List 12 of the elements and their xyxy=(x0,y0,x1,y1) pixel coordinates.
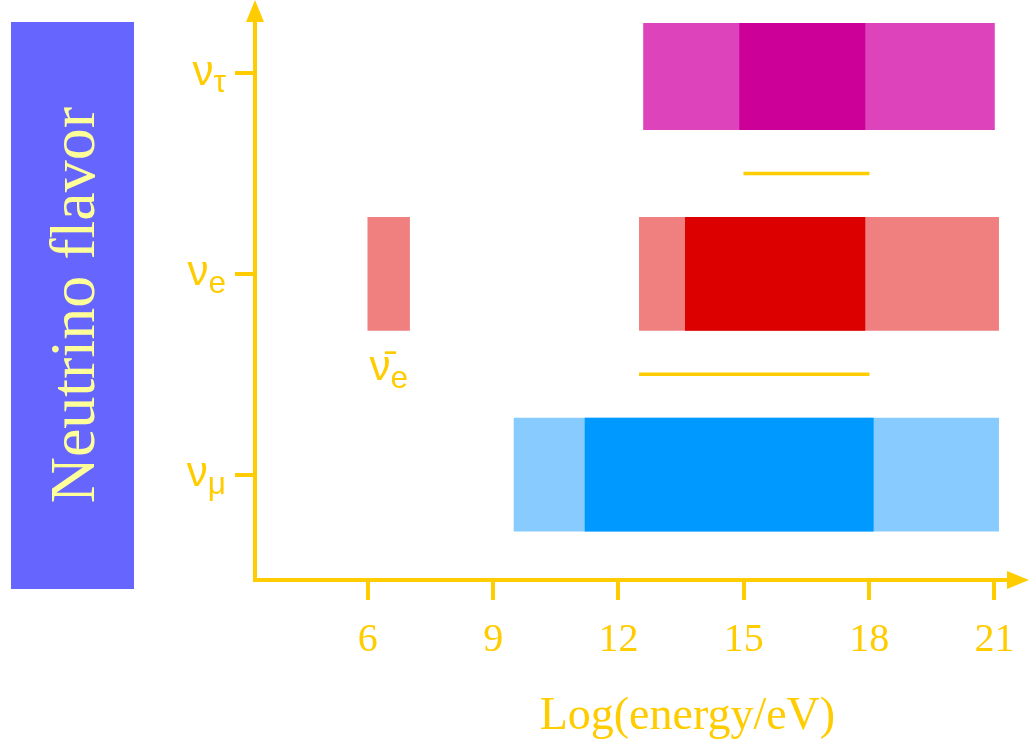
x-axis-title: Log(energy/eV) xyxy=(539,688,836,740)
x-tick-label: 15 xyxy=(723,614,764,660)
x-tick-label: 18 xyxy=(849,614,890,660)
bar xyxy=(684,217,866,331)
x-tick-label: 12 xyxy=(598,614,639,660)
x-tick-label: 6 xyxy=(357,614,378,660)
bar xyxy=(639,372,870,377)
y-axis-title: Neutrino flavor xyxy=(35,107,109,504)
x-tick-label: 9 xyxy=(483,614,504,660)
bar xyxy=(584,417,874,532)
bar xyxy=(367,217,410,331)
x-tick-label: 21 xyxy=(974,614,1015,660)
